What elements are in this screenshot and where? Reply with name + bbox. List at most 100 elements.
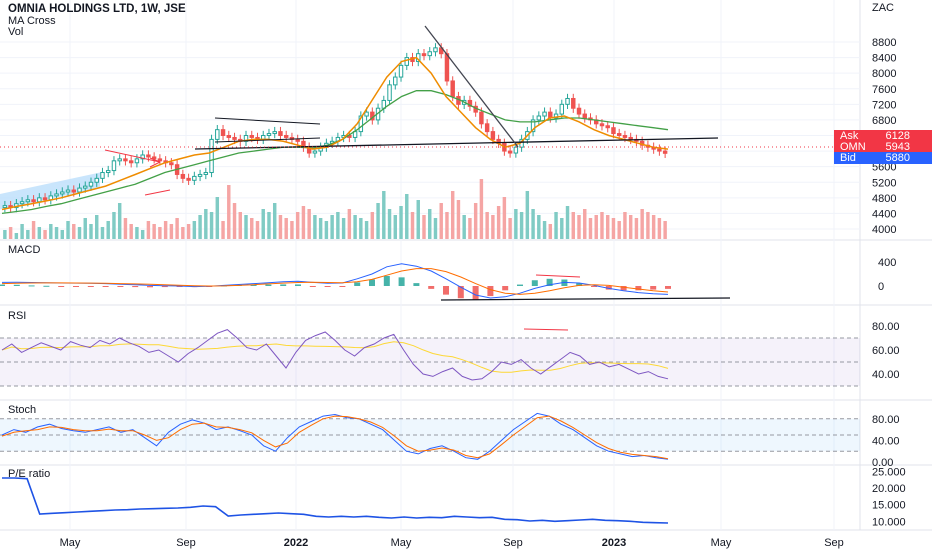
macd-title[interactable]: MACD <box>8 244 41 256</box>
candle <box>192 171 197 185</box>
volume-bar <box>393 215 398 239</box>
channel-top <box>214 117 321 125</box>
candle-body <box>576 107 582 115</box>
volume-bar <box>382 191 386 239</box>
ma-cross-legend[interactable]: MA Cross <box>8 15 56 27</box>
candle-body <box>169 162 174 166</box>
candle <box>215 124 220 145</box>
volume-bar <box>663 221 667 239</box>
macd-histogram-bar <box>443 286 449 295</box>
candle <box>289 132 295 145</box>
macd-histogram-bar <box>161 286 168 288</box>
candle-body <box>657 148 662 152</box>
volume-bar <box>473 203 478 239</box>
volume-bar <box>376 203 380 239</box>
volume-bar <box>307 209 311 239</box>
candle-body <box>60 191 65 195</box>
candle <box>306 142 312 158</box>
candle-body <box>611 127 616 135</box>
channel-bottom <box>214 137 321 143</box>
currency-label: ZAC <box>872 2 894 14</box>
pe-tick-label: 10.000 <box>872 516 906 528</box>
downtrend-line <box>424 25 519 148</box>
volume-bar <box>313 215 317 239</box>
pe-title[interactable]: P/E ratio <box>8 468 51 480</box>
volume-bar <box>588 218 593 239</box>
time-tick-label: 2022 <box>284 537 308 549</box>
volume-legend[interactable]: Vol <box>8 26 24 38</box>
candle-body <box>94 177 99 183</box>
volume-bar <box>146 221 151 239</box>
price-pane <box>0 25 860 215</box>
candle-body <box>266 133 272 136</box>
candle-body <box>105 170 111 174</box>
macd-histogram-bar <box>265 284 272 286</box>
candle <box>2 200 8 213</box>
bid-tag: Bid 5880 <box>834 152 932 164</box>
candle-body <box>123 158 128 162</box>
volume-bar <box>158 227 162 239</box>
candle-body <box>203 172 209 175</box>
candle <box>117 154 122 166</box>
volume-bar <box>640 209 644 239</box>
volume-bar <box>646 212 650 239</box>
volume-bar <box>353 215 357 239</box>
candle-body <box>616 133 622 136</box>
candle-body <box>197 173 203 177</box>
volume-bar <box>3 230 7 239</box>
candle-body <box>2 205 8 209</box>
candle <box>393 72 398 90</box>
stoch-tick-label: 0.00 <box>872 457 893 469</box>
volume-bar <box>54 227 59 239</box>
ask-tag: Ask 6128 <box>834 130 932 142</box>
candle <box>151 152 157 164</box>
candle-body <box>37 197 42 203</box>
rsi-pane <box>0 328 860 387</box>
candle <box>19 197 25 209</box>
macd-histogram-bar <box>531 280 538 286</box>
volume-bar <box>324 221 329 239</box>
macd-histogram-bar <box>132 286 139 288</box>
rsi-title[interactable]: RSI <box>8 310 27 322</box>
candle-body <box>151 156 157 160</box>
candle-body <box>421 53 427 57</box>
volume-bar <box>318 218 323 239</box>
volume-bar <box>204 209 208 239</box>
volume-bar <box>600 212 604 239</box>
candle-body <box>542 111 547 117</box>
candle <box>266 128 272 141</box>
price-tick-label: 7600 <box>872 84 896 96</box>
candle <box>42 193 48 205</box>
candle <box>157 154 163 166</box>
arrow-annotation <box>104 149 161 168</box>
volume-bar <box>628 215 633 239</box>
volume-bar <box>577 215 581 239</box>
candle-body <box>232 136 237 140</box>
volume-bar <box>405 194 409 239</box>
candle-body <box>295 138 300 142</box>
candle <box>278 126 283 141</box>
candle <box>128 156 134 168</box>
candle <box>209 134 214 178</box>
volume-bar <box>232 203 237 239</box>
symbol-title: OMNIA HOLDINGS LTD, 1W, JSE <box>8 3 186 15</box>
volume-bar <box>347 209 352 239</box>
volume-bar <box>72 224 76 239</box>
stoch-title[interactable]: Stoch <box>8 404 37 416</box>
candle-body <box>249 135 254 138</box>
time-tick-label: Sep <box>176 537 196 549</box>
volume-bar <box>508 218 512 239</box>
ma-slow-line <box>1 90 669 215</box>
last-price-tag: OMN 5943 <box>834 141 932 153</box>
candle-body <box>278 131 283 137</box>
rsi-tick-label: 60.00 <box>872 345 900 357</box>
macd-histogram-bar <box>147 286 153 288</box>
volume-bar <box>485 212 489 239</box>
volume-bar <box>250 218 254 239</box>
neckline <box>194 137 719 150</box>
candle <box>295 134 300 147</box>
macd-histogram-bar <box>354 282 361 286</box>
macd-histogram-bar <box>102 286 109 287</box>
price-tick-label: 8800 <box>872 37 896 49</box>
